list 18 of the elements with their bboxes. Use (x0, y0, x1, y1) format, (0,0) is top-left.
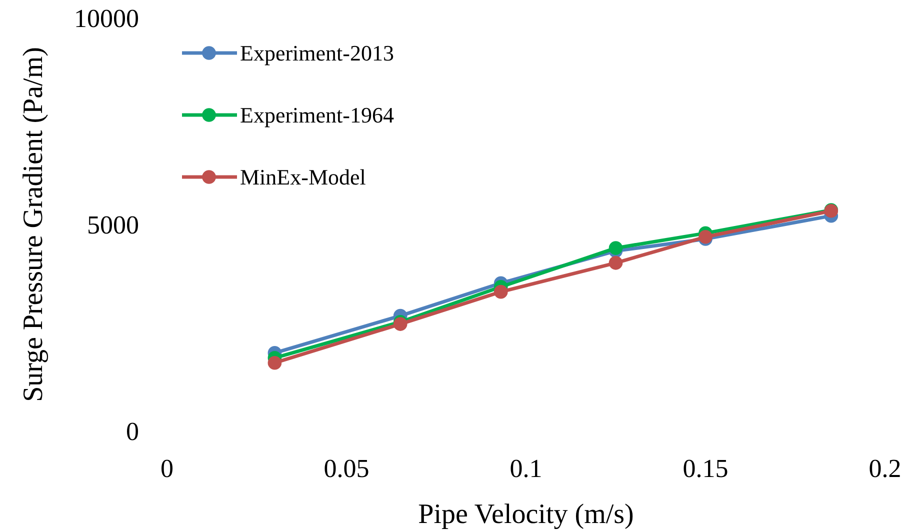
x-tick-label: 0.05 (324, 454, 370, 483)
x-tick-label: 0.1 (510, 454, 542, 483)
x-tick-label: 0 (160, 454, 174, 483)
x-axis-title: Pipe Velocity (m/s) (418, 499, 634, 530)
point (494, 284, 508, 299)
legend-label: MinEx-Model (240, 164, 366, 190)
y-axis-title: Surge Pressure Gradient (Pa/m) (18, 47, 49, 402)
x-tick-label: 0.2 (868, 454, 902, 483)
y-tick-label: 10000 (74, 4, 139, 34)
x-tick-label: 0.15 (682, 454, 728, 483)
point (268, 356, 282, 370)
point (698, 230, 712, 244)
legend-label: Experiment-1964 (240, 102, 394, 128)
y-tick-label: 0 (126, 417, 139, 446)
y-tick-label: 5000 (87, 210, 139, 240)
legend-label: Experiment-2013 (240, 40, 394, 66)
point (608, 241, 623, 255)
point (608, 256, 623, 270)
